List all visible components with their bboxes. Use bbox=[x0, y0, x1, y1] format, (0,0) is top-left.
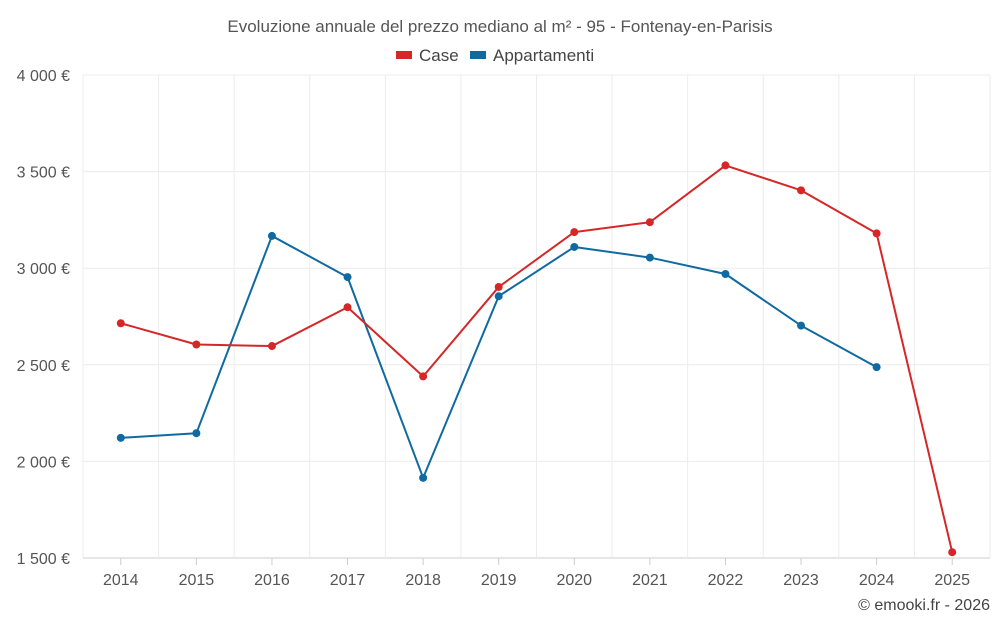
data-point-case[interactable] bbox=[419, 372, 428, 381]
x-tick-label: 2020 bbox=[556, 572, 592, 589]
data-point-appartamenti[interactable] bbox=[645, 253, 654, 262]
data-point-case[interactable] bbox=[494, 282, 503, 291]
series-case bbox=[116, 161, 957, 557]
data-point-case[interactable] bbox=[645, 218, 654, 227]
data-point-case[interactable] bbox=[116, 319, 125, 328]
data-point-appartamenti[interactable] bbox=[343, 273, 352, 282]
data-point-appartamenti[interactable] bbox=[872, 363, 881, 372]
chart-title: Evoluzione annuale del prezzo mediano al… bbox=[227, 17, 772, 36]
x-tick-label: 2023 bbox=[783, 572, 819, 589]
x-tick-label: 2018 bbox=[405, 572, 441, 589]
series-group bbox=[116, 161, 957, 557]
data-point-appartamenti[interactable] bbox=[570, 242, 579, 251]
legend-swatch-case bbox=[396, 51, 412, 59]
y-tick-label: 1 500 € bbox=[17, 551, 70, 568]
data-point-appartamenti[interactable] bbox=[192, 429, 201, 438]
data-point-case[interactable] bbox=[797, 186, 806, 195]
data-point-appartamenti[interactable] bbox=[721, 269, 730, 278]
data-point-case[interactable] bbox=[948, 548, 957, 557]
x-tick-label: 2024 bbox=[859, 572, 895, 589]
data-point-case[interactable] bbox=[721, 161, 730, 170]
y-tick-label: 3 500 € bbox=[17, 165, 70, 182]
x-tick-label: 2019 bbox=[481, 572, 517, 589]
y-tick-label: 3 000 € bbox=[17, 261, 70, 278]
legend-item-case[interactable]: Case bbox=[396, 46, 459, 65]
series-appartamenti bbox=[116, 231, 881, 482]
x-tick-label: 2021 bbox=[632, 572, 668, 589]
y-tick-label: 4 000 € bbox=[17, 68, 70, 85]
y-axis-ticks: 1 500 € 2 000 € 2 500 € 3 000 € 3 500 € 4 000… bbox=[17, 68, 70, 568]
data-point-appartamenti[interactable] bbox=[494, 292, 503, 301]
data-point-case[interactable] bbox=[570, 228, 579, 237]
data-point-appartamenti[interactable] bbox=[267, 231, 276, 240]
data-point-appartamenti[interactable] bbox=[797, 321, 806, 330]
legend-swatch-appartamenti bbox=[470, 51, 486, 59]
x-tick-label: 2022 bbox=[708, 572, 744, 589]
credit: © emooki.fr - 2026 bbox=[858, 597, 990, 614]
grid bbox=[82, 74, 991, 559]
data-point-appartamenti[interactable] bbox=[116, 433, 125, 442]
legend-label-case: Case bbox=[419, 46, 459, 65]
data-point-case[interactable] bbox=[343, 303, 352, 312]
data-point-appartamenti[interactable] bbox=[419, 473, 428, 482]
data-point-case[interactable] bbox=[192, 340, 201, 349]
legend-label-appartamenti: Appartamenti bbox=[493, 46, 594, 65]
x-tick-label: 2016 bbox=[254, 572, 290, 589]
x-tick-label: 2014 bbox=[103, 572, 139, 589]
x-axis-ticks: 2014 2015 2016 2017 2018 2019 2020 2021 2022 2023… bbox=[103, 558, 970, 589]
x-tick-label: 2017 bbox=[330, 572, 366, 589]
x-tick-label: 2025 bbox=[934, 572, 970, 589]
y-tick-label: 2 000 € bbox=[17, 454, 70, 471]
x-tick-label: 2015 bbox=[179, 572, 215, 589]
series-line-case bbox=[120, 164, 954, 553]
legend-item-appartamenti[interactable]: Appartamenti bbox=[470, 46, 594, 65]
data-point-case[interactable] bbox=[872, 229, 881, 238]
legend: Case Appartamenti bbox=[396, 46, 594, 65]
y-tick-label: 2 500 € bbox=[17, 358, 70, 375]
data-point-case[interactable] bbox=[267, 342, 276, 351]
